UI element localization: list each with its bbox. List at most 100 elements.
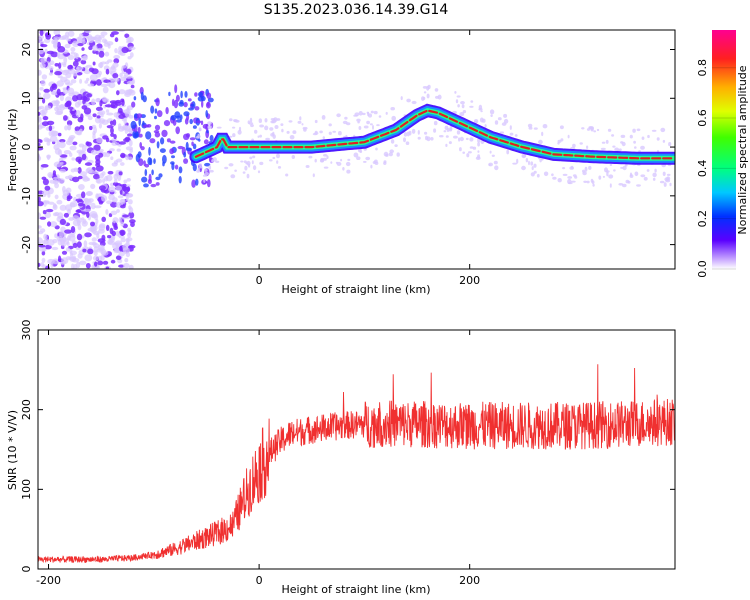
noise-speck	[94, 205, 102, 209]
noise-speck	[84, 254, 93, 262]
noise-speck	[106, 125, 114, 129]
transition-speck	[200, 95, 206, 102]
noise-speck	[38, 196, 41, 202]
halo-speck	[335, 161, 339, 164]
halo-speck	[493, 160, 498, 165]
noise-speck	[42, 116, 49, 121]
noise-speck	[38, 69, 42, 76]
noise-speck	[44, 105, 52, 110]
halo-speck	[528, 160, 530, 166]
halo-speck	[369, 123, 373, 126]
transition-speck	[183, 111, 190, 117]
halo-speck	[289, 135, 295, 140]
halo-speck	[527, 123, 533, 128]
noise-speck	[41, 74, 48, 80]
halo-speck	[662, 171, 666, 176]
halo-speck	[358, 111, 363, 116]
noise-speck	[66, 124, 72, 131]
noise-speck	[122, 214, 129, 218]
noise-speck	[116, 148, 121, 152]
noise-speck	[127, 46, 136, 51]
transition-speck	[207, 179, 211, 188]
noise-speck	[127, 199, 133, 205]
halo-speck	[301, 123, 304, 126]
spectrogram-y-tick-label: 10	[20, 91, 33, 105]
halo-speck	[455, 99, 459, 104]
halo-speck	[370, 164, 373, 169]
halo-speck	[259, 124, 264, 128]
noise-speck	[118, 141, 126, 145]
snr-x-axis-label: Height of straight line (km)	[281, 583, 430, 596]
halo-speck	[533, 170, 537, 174]
noise-speck	[107, 235, 112, 239]
noise-speck	[121, 186, 128, 191]
halo-speck	[403, 137, 406, 143]
noise-speck	[65, 140, 73, 146]
noise-speck	[48, 72, 54, 76]
noise-speck	[86, 211, 90, 218]
noise-speck	[65, 204, 73, 212]
halo-speck	[473, 119, 479, 124]
halo-speck	[232, 126, 236, 129]
transition-speck	[198, 91, 203, 97]
halo-speck	[652, 172, 657, 178]
halo-speck	[457, 104, 460, 108]
halo-speck	[640, 174, 646, 178]
halo-speck	[437, 94, 442, 100]
halo-speck	[229, 118, 233, 122]
noise-speck	[100, 254, 105, 261]
transition-speck	[191, 179, 196, 188]
noise-speck	[72, 95, 79, 102]
halo-speck	[469, 137, 474, 142]
noise-speck	[45, 32, 52, 40]
noise-speck	[68, 235, 76, 242]
noise-speck	[111, 230, 117, 237]
halo-speck	[643, 176, 648, 181]
noise-speck	[43, 92, 51, 100]
noise-speck	[102, 86, 109, 94]
noise-speck	[59, 104, 64, 109]
noise-speck	[120, 98, 125, 103]
transition-speck	[206, 101, 210, 107]
noise-speck	[95, 178, 103, 184]
halo-speck	[583, 180, 588, 183]
noise-speck	[69, 145, 77, 151]
noise-speck	[113, 54, 121, 60]
halo-speck	[240, 160, 244, 163]
noise-speck	[53, 161, 62, 168]
noise-speck	[66, 38, 71, 42]
colorbar-tick-label: 0.8	[696, 59, 709, 77]
noise-speck	[38, 201, 44, 207]
noise-speck	[67, 65, 73, 70]
halo-speck	[383, 160, 387, 164]
halo-speck	[291, 155, 295, 159]
noise-speck	[41, 190, 50, 196]
halo-speck	[666, 176, 671, 181]
halo-speck	[257, 170, 261, 174]
transition-speck	[200, 120, 204, 126]
noise-speck	[59, 168, 66, 173]
transition-speck	[158, 173, 163, 178]
halo-speck	[208, 165, 212, 170]
snr-x-tick-label: 200	[459, 574, 480, 587]
noise-speck	[88, 45, 93, 51]
noise-speck	[126, 80, 134, 85]
noise-speck	[95, 218, 99, 224]
halo-speck	[203, 179, 206, 183]
noise-speck	[98, 123, 102, 129]
halo-speck	[530, 161, 534, 166]
noise-speck	[72, 176, 80, 183]
noise-speck	[123, 119, 127, 125]
noise-speck	[59, 154, 68, 158]
halo-speck	[570, 165, 574, 169]
noise-speck	[114, 48, 118, 54]
halo-speck	[445, 135, 449, 138]
noise-speck	[75, 198, 83, 202]
transition-speck	[179, 114, 183, 121]
noise-speck	[90, 221, 95, 227]
halo-speck	[424, 131, 428, 135]
noise-speck	[70, 226, 76, 233]
noise-speck	[64, 43, 71, 49]
noise-speck	[54, 71, 62, 76]
noise-speck	[60, 62, 67, 66]
